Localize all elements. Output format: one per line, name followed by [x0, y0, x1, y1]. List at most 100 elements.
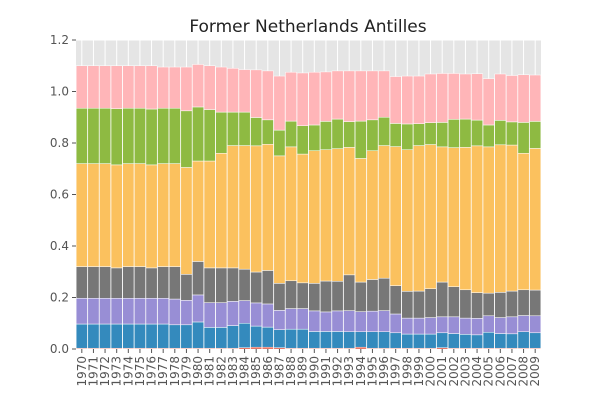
bar-segment-1971-s6: [87, 65, 100, 109]
bar-segment-2008-s6: [517, 74, 530, 123]
x-tick-label: 1998: [400, 356, 414, 387]
bar-segment-2006-s2: [494, 317, 507, 334]
bar-segment-1997-s6: [389, 76, 402, 124]
bar-segment-2003-s6: [459, 73, 472, 120]
bar-segment-1990-s6: [308, 71, 321, 126]
bar-segment-1987-s2: [273, 310, 286, 330]
x-tick-label: 1999: [412, 356, 426, 387]
bar-segment-1985-s6: [250, 69, 263, 118]
bar-segment-1983-s3: [227, 267, 239, 302]
x-tick-label: 1971: [86, 356, 100, 387]
bar-segment-2000-s5: [424, 122, 437, 145]
bar-segment-1986-s0: [261, 346, 274, 350]
bar-segment-2000-s3: [424, 288, 437, 318]
bar-segment-1995-s2: [366, 310, 379, 332]
bar-segment-1987-s6: [273, 75, 286, 131]
bar-segment-1990-s2: [308, 310, 321, 332]
bar-segment-1975-s5: [134, 107, 146, 164]
bar-segment-2008-s4: [517, 153, 530, 291]
bar-segment-2001-s4: [436, 146, 449, 283]
x-tick-label: 1986: [261, 356, 275, 387]
x-tick-label: 2002: [447, 356, 461, 387]
bar-segment-1975-s2: [134, 298, 146, 325]
bar-segment-1998-s5: [401, 123, 414, 150]
bar-segment-1987-s4: [273, 155, 286, 284]
bar-series: [75, 64, 542, 350]
bar-segment-1989-s3: [296, 282, 309, 309]
bar-segment-1999-s5: [413, 123, 425, 146]
bar-segment-1971-s3: [87, 266, 100, 299]
x-tick-label: 1973: [110, 356, 124, 387]
bar-segment-1995-s4: [366, 150, 379, 280]
bar-segment-1974-s4: [122, 163, 135, 267]
bar-segment-1999-s4: [413, 145, 425, 292]
bar-segment-1998-s2: [401, 317, 414, 335]
bar-segment-1996-s3: [378, 277, 390, 311]
bar-segment-1989-s6: [296, 72, 309, 126]
bar-segment-1992-s2: [331, 310, 344, 332]
x-tick-label: 1972: [98, 356, 112, 387]
bar-segment-2004-s1: [471, 334, 483, 349]
bar-segment-2007-s6: [506, 75, 518, 123]
bar-segment-2007-s4: [506, 144, 518, 292]
bar-segment-1970-s1: [75, 323, 88, 349]
bar-segment-1981-s5: [203, 109, 216, 162]
bar-segment-1994-s0: [354, 346, 367, 350]
bar-segment-2009-s1: [529, 332, 542, 349]
bar-segment-1975-s6: [134, 65, 146, 109]
bar-segment-1985-s5: [250, 117, 263, 147]
bar-segment-1996-s2: [378, 310, 390, 332]
bar-segment-1977-s2: [157, 298, 170, 325]
bar-segment-1999-s2: [413, 317, 425, 335]
bar-segment-1995-s3: [366, 279, 379, 312]
x-tick-label: 1980: [191, 356, 205, 387]
bar-segment-2009-s2: [529, 315, 542, 334]
bar-segment-1981-s4: [203, 160, 216, 269]
bar-segment-1993-s4: [343, 147, 356, 276]
bar-segment-1992-s6: [331, 70, 344, 120]
bar-segment-1999-s1: [413, 333, 425, 349]
bar-segment-1996-s4: [378, 145, 390, 279]
bar-segment-1979-s2: [180, 300, 193, 326]
bar-segment-1988-s6: [285, 71, 297, 122]
bar-segment-1971-s1: [87, 323, 100, 349]
bar-segment-2001-s3: [436, 281, 449, 318]
bar-segment-2000-s4: [424, 144, 437, 289]
bar-segment-1986-s4: [261, 144, 274, 271]
bar-segment-1996-s1: [378, 331, 390, 349]
x-tick-label: 1983: [226, 356, 240, 387]
bar-segment-2003-s5: [459, 118, 472, 148]
bar-segment-1979-s3: [180, 274, 193, 301]
bar-segment-1984-s3: [238, 268, 251, 301]
y-tick-label: 0.4: [50, 239, 69, 253]
bar-segment-1983-s1: [227, 325, 239, 349]
axes: 0.00.20.40.60.81.01.21970197119721973197…: [50, 33, 542, 387]
bar-segment-1988-s4: [285, 146, 297, 282]
bar-segment-2006-s4: [494, 144, 507, 293]
bar-segment-2001-s2: [436, 316, 449, 334]
bar-segment-1972-s1: [99, 323, 111, 349]
bar-segment-1988-s5: [285, 120, 297, 148]
bar-segment-1984-s4: [238, 145, 251, 270]
bar-segment-1986-s3: [261, 270, 274, 305]
bar-segment-1978-s3: [168, 266, 181, 300]
bar-segment-1976-s5: [145, 108, 158, 166]
bar-segment-1987-s3: [273, 283, 286, 311]
bar-segment-2002-s4: [447, 147, 460, 287]
bar-segment-1985-s1: [250, 325, 263, 348]
bar-segment-1990-s1: [308, 331, 321, 349]
bar-segment-1990-s4: [308, 150, 321, 284]
bar-segment-1984-s2: [238, 300, 251, 324]
bar-segment-1987-s5: [273, 129, 286, 157]
bar-segment-1974-s5: [122, 107, 135, 164]
bar-segment-1976-s4: [145, 164, 158, 269]
bar-segment-2008-s2: [517, 315, 530, 332]
bar-segment-2007-s1: [506, 333, 518, 349]
bar-segment-1997-s4: [389, 146, 402, 286]
bar-segment-2007-s5: [506, 121, 518, 146]
x-tick-label: 1991: [319, 356, 333, 387]
bar-segment-1992-s4: [331, 148, 344, 282]
x-tick-label: 1970: [75, 356, 89, 387]
bar-segment-2004-s4: [471, 145, 483, 293]
